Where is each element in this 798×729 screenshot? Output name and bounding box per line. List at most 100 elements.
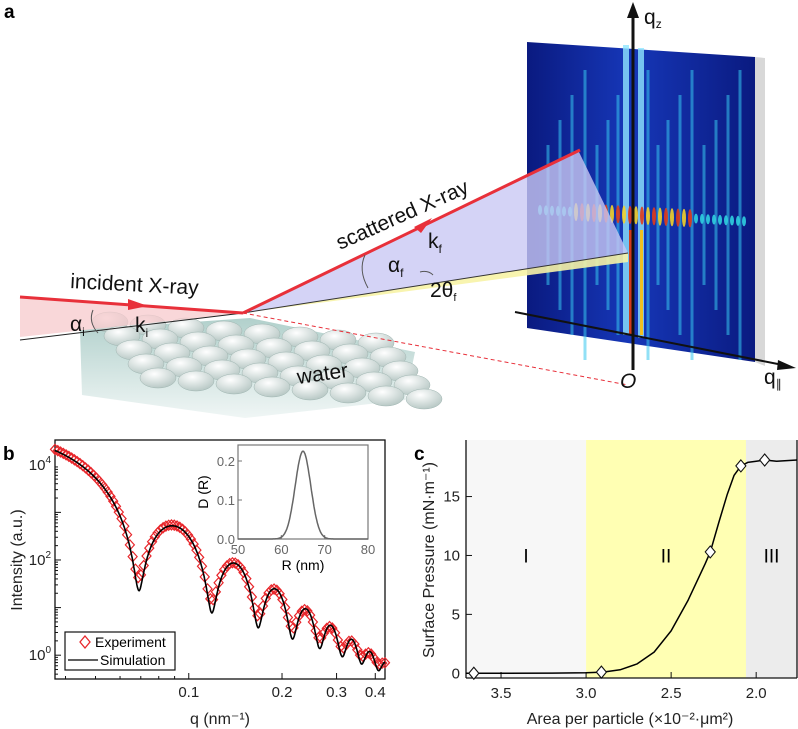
detector-streak xyxy=(678,95,682,335)
detector-streak xyxy=(726,95,730,335)
experiment-point xyxy=(182,529,194,542)
incident-wedge xyxy=(20,297,243,337)
experiment-point xyxy=(168,519,180,532)
b-xtick-label: 0.3 xyxy=(326,684,347,701)
experiment-point xyxy=(274,587,285,600)
legend-experiment: Experiment xyxy=(95,634,166,650)
experiment-point xyxy=(55,446,66,458)
detector-streak xyxy=(738,70,742,360)
experiment-point xyxy=(293,609,305,622)
yoneda-band-spot xyxy=(682,208,686,227)
qpar-arrowhead xyxy=(777,360,796,370)
experiment-point xyxy=(363,646,374,659)
alpha-i-label: αi xyxy=(70,313,85,339)
inset-xlabel: R (nm) xyxy=(282,557,325,573)
experiment-point xyxy=(376,657,388,669)
origin-label: O xyxy=(620,370,636,393)
yoneda-band-spot xyxy=(676,208,680,227)
experiment-point xyxy=(121,528,133,541)
experiment-point xyxy=(324,620,335,633)
yoneda-band-spot xyxy=(742,216,746,227)
scattering-wedge-blue xyxy=(243,150,628,313)
isotherm-line xyxy=(465,459,798,675)
detector-streak xyxy=(702,145,706,285)
c-ytick-label: 0 xyxy=(452,665,460,682)
detector-streak xyxy=(690,70,694,360)
yoneda-band-spot xyxy=(628,205,632,224)
incident-arrowhead xyxy=(128,299,148,310)
yoneda-band-spot xyxy=(724,215,728,226)
nanoparticle-dome xyxy=(177,370,215,392)
nanoparticle-dome xyxy=(405,388,443,410)
experiment-point xyxy=(107,495,119,508)
panel-a: a qz xyxy=(4,2,796,418)
detector-streak xyxy=(623,45,629,335)
b-ytick-label: 104 xyxy=(29,455,52,474)
yoneda-band-spot xyxy=(718,214,722,225)
inset-ytick-label: 0.1 xyxy=(217,493,235,508)
inset-frame xyxy=(237,444,369,540)
experiment-point xyxy=(105,490,116,503)
inset-ytick-label: 0.0 xyxy=(217,532,235,547)
region-i xyxy=(466,440,587,678)
c-ytick-label: 10 xyxy=(443,547,460,564)
sample-plane-line xyxy=(19,312,244,341)
detector-streak xyxy=(638,48,644,338)
inset-xtick-label: 50 xyxy=(231,542,245,557)
legend-simulation: Simulation xyxy=(100,652,165,668)
water-slab xyxy=(80,311,443,418)
yoneda-band-spot xyxy=(688,209,692,228)
b-xtick-label: 0.1 xyxy=(178,684,199,701)
experiment-point xyxy=(110,500,122,513)
yoneda-band-spot xyxy=(622,205,626,224)
specular-streak xyxy=(640,230,643,335)
b-xlabel: q (nm⁻¹) xyxy=(190,711,250,728)
b-legend: Experiment Simulation xyxy=(64,631,176,671)
experiment-point xyxy=(277,593,288,606)
b-ylabel: Intensity (a.u.) xyxy=(9,509,26,610)
experiment-point xyxy=(52,444,64,457)
experiment-point xyxy=(171,520,183,532)
experiment-point xyxy=(119,520,130,533)
alpha-f-label: αf xyxy=(388,254,404,280)
experiment-point xyxy=(227,556,238,569)
yoneda-band-spot xyxy=(664,207,668,226)
panel-label-b: b xyxy=(3,444,15,465)
scattered-arrowhead xyxy=(414,218,432,233)
region-label: II xyxy=(661,546,672,567)
experiment-point xyxy=(60,448,72,461)
isotherm-point xyxy=(704,545,716,559)
simulation-line xyxy=(54,449,386,672)
yoneda-band-spot xyxy=(736,215,740,226)
nanoparticle-dome xyxy=(329,382,367,404)
experiment-point xyxy=(63,450,75,463)
inset-ytick-label: 0.2 xyxy=(217,454,235,469)
experiment-point xyxy=(157,521,169,534)
experiment-point xyxy=(299,603,310,616)
inset-xtick-label: 80 xyxy=(361,542,375,557)
yoneda-band-spot xyxy=(640,206,644,225)
panel-label-c: c xyxy=(414,444,425,465)
scattered-beam xyxy=(242,148,581,315)
c-ytick-label: 15 xyxy=(443,489,460,506)
experiment-point xyxy=(349,638,360,651)
yoneda-band-spot xyxy=(700,213,704,224)
experiment-point xyxy=(368,652,380,664)
region-label: III xyxy=(764,546,780,567)
isotherm-point xyxy=(758,453,771,467)
qz-arrowhead xyxy=(627,2,639,18)
b-ytick-label: 100 xyxy=(29,645,52,664)
yoneda-band-spot xyxy=(694,213,698,224)
qz-label: qz xyxy=(644,6,662,31)
two-theta-f-label: 2θf xyxy=(430,279,457,304)
experiment-point xyxy=(279,601,291,614)
experiment-point xyxy=(243,580,255,593)
yoneda-band-spot xyxy=(706,214,710,225)
projection-line xyxy=(242,312,629,386)
isotherm-point xyxy=(468,666,480,681)
isotherm-point xyxy=(735,459,747,473)
inset-xtick-label: 70 xyxy=(317,542,331,557)
experiment-point xyxy=(235,561,247,574)
experiment-point xyxy=(196,560,208,573)
